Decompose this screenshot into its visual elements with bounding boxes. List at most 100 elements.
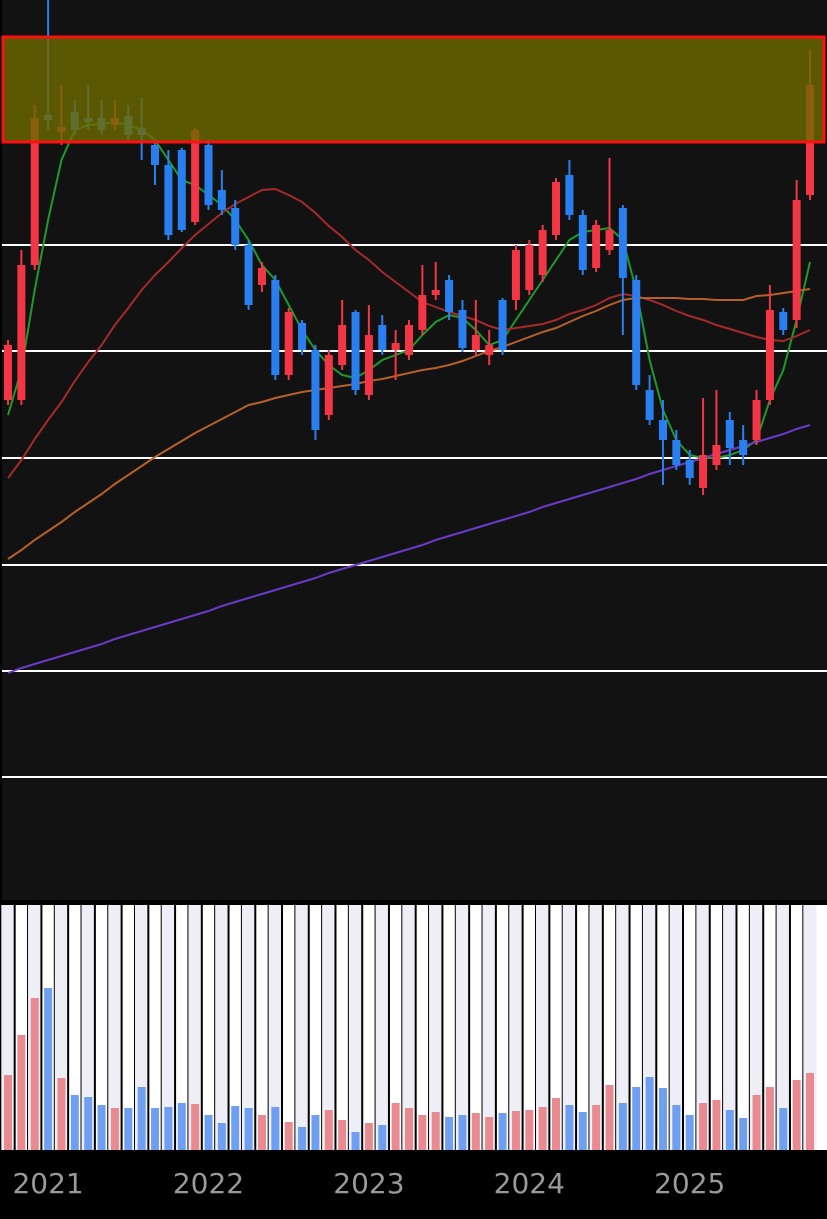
volume-bar bbox=[217, 1123, 226, 1150]
volume-bar bbox=[137, 1087, 146, 1150]
volume-bar bbox=[806, 1073, 814, 1150]
volume-bar bbox=[391, 1103, 400, 1150]
x-axis: 2021 2022 2023 2024 2025 bbox=[12, 1167, 725, 1200]
volume-bar bbox=[311, 1115, 320, 1150]
candle-body bbox=[351, 312, 360, 390]
candle-body bbox=[538, 230, 547, 275]
volume-bar bbox=[552, 1098, 561, 1150]
volume-bar bbox=[765, 1087, 774, 1150]
x-tick-label: 2023 bbox=[333, 1167, 404, 1200]
candle-body bbox=[378, 325, 387, 350]
candle-body bbox=[338, 325, 347, 365]
volume-bars bbox=[1, 905, 817, 1150]
volume-bar bbox=[699, 1103, 708, 1150]
zone-layer bbox=[1, 35, 826, 144]
candle-body bbox=[418, 295, 427, 330]
candle-body bbox=[565, 175, 574, 215]
volume-bar bbox=[658, 1088, 667, 1150]
volume-bar bbox=[498, 1113, 507, 1150]
volume-stripe bbox=[402, 905, 416, 1150]
candle-body bbox=[244, 245, 253, 305]
volume-bar bbox=[431, 1112, 440, 1150]
volume-stripe bbox=[188, 905, 202, 1150]
volume-bar bbox=[110, 1108, 119, 1150]
volume-bar bbox=[418, 1115, 427, 1150]
volume-stripe bbox=[161, 905, 176, 1150]
volume-bar bbox=[284, 1122, 293, 1150]
candle-body bbox=[405, 325, 413, 355]
volume-stripe bbox=[482, 905, 496, 1150]
volume-bar bbox=[231, 1106, 240, 1150]
volume-bar bbox=[84, 1097, 93, 1150]
ma-line bbox=[7, 288, 811, 560]
candle-body bbox=[712, 445, 721, 465]
volume-stripe bbox=[749, 905, 764, 1150]
candle-body bbox=[765, 310, 774, 400]
candle-body bbox=[431, 290, 440, 295]
candle-body bbox=[672, 440, 681, 465]
volume-bar bbox=[739, 1118, 748, 1150]
volume-bar bbox=[204, 1115, 213, 1150]
volume-bar bbox=[271, 1107, 280, 1150]
volume-bar bbox=[779, 1108, 788, 1150]
candle-body bbox=[257, 268, 266, 285]
candle-body bbox=[364, 335, 373, 395]
volume-bar bbox=[672, 1105, 681, 1150]
candle-body bbox=[739, 440, 748, 455]
candle-body bbox=[779, 312, 788, 330]
volume-bar bbox=[177, 1103, 186, 1150]
volume-bar bbox=[364, 1123, 373, 1150]
volume-bar bbox=[70, 1095, 79, 1150]
candle-body bbox=[284, 312, 293, 375]
candle-body bbox=[592, 225, 601, 268]
volume-bar bbox=[124, 1108, 133, 1150]
volume-bar bbox=[565, 1105, 574, 1150]
x-tick-label: 2025 bbox=[654, 1167, 725, 1200]
volume-bar bbox=[338, 1120, 347, 1150]
volume-bar bbox=[30, 998, 39, 1150]
x-tick-label: 2022 bbox=[173, 1167, 244, 1200]
candle-body bbox=[30, 118, 39, 265]
volume-bar bbox=[538, 1107, 547, 1150]
volume-stripe bbox=[348, 905, 363, 1150]
volume-stripe bbox=[669, 905, 684, 1150]
volume-bar bbox=[298, 1127, 307, 1150]
candle-body bbox=[605, 230, 614, 250]
candle-body bbox=[618, 208, 627, 278]
candle-body bbox=[525, 245, 534, 290]
volume-stripe bbox=[81, 905, 95, 1150]
volume-bar bbox=[324, 1110, 333, 1150]
volume-stripe bbox=[455, 905, 470, 1150]
volume-bar bbox=[685, 1115, 694, 1150]
candle-body bbox=[204, 145, 213, 205]
candle-body bbox=[632, 280, 641, 385]
volume-bar bbox=[151, 1108, 160, 1150]
volume-bar bbox=[405, 1108, 413, 1150]
x-tick-label: 2021 bbox=[12, 1167, 83, 1200]
candle-body bbox=[552, 182, 561, 235]
candle-body bbox=[792, 200, 801, 320]
volume-stripe bbox=[241, 905, 256, 1150]
volume-bar bbox=[445, 1117, 454, 1150]
candle-body bbox=[164, 165, 173, 235]
candle-body bbox=[151, 145, 160, 165]
volume-stripe bbox=[375, 905, 389, 1150]
volume-bar bbox=[525, 1110, 534, 1150]
candle-body bbox=[458, 310, 467, 348]
volume-bar bbox=[57, 1078, 66, 1150]
volume-stripe bbox=[616, 905, 630, 1150]
volume-bar bbox=[378, 1125, 387, 1150]
volume-bar bbox=[592, 1105, 601, 1150]
volume-stripe bbox=[562, 905, 577, 1150]
volume-stripe bbox=[429, 905, 443, 1150]
volume-bar bbox=[458, 1115, 467, 1150]
volume-bar bbox=[17, 1035, 26, 1150]
candle-body bbox=[217, 190, 226, 210]
volume-bar bbox=[97, 1105, 106, 1150]
candle-body bbox=[445, 280, 454, 312]
candle-body bbox=[658, 420, 667, 440]
volume-stripe bbox=[268, 905, 283, 1150]
volume-stripe bbox=[776, 905, 790, 1150]
volume-bar bbox=[244, 1108, 253, 1150]
